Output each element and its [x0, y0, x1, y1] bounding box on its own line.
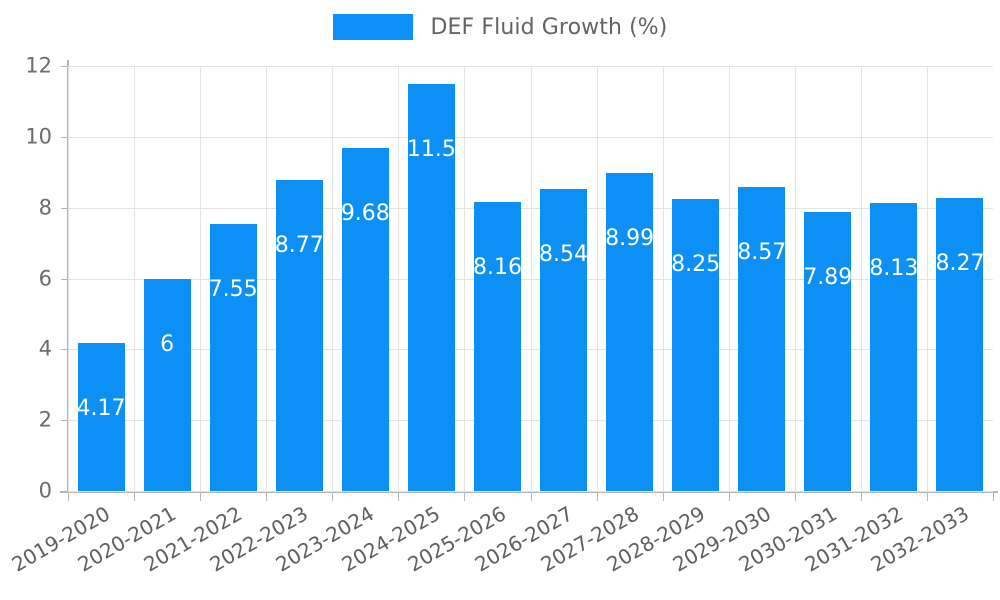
- gridline-vertical: [266, 66, 267, 491]
- y-axis-tick-label: 12: [25, 53, 52, 78]
- bar-value-label: 8.25: [671, 251, 721, 277]
- gridline-vertical: [398, 66, 399, 491]
- bar[interactable]: [341, 148, 389, 491]
- bar-value-label: 9.68: [340, 201, 390, 227]
- gridline-vertical: [663, 66, 664, 491]
- bar[interactable]: [473, 202, 521, 491]
- bar[interactable]: [738, 187, 786, 491]
- bar[interactable]: [540, 188, 588, 491]
- gridline-horizontal: [68, 420, 993, 422]
- bar[interactable]: [804, 211, 852, 491]
- bar[interactable]: [209, 223, 257, 491]
- bar-value-label: 6: [160, 331, 175, 357]
- x-axis-tick-mark: [134, 493, 135, 501]
- x-axis-tick-mark: [266, 493, 267, 501]
- y-axis-tick-label: 2: [38, 407, 52, 432]
- bar[interactable]: [407, 83, 455, 491]
- x-axis-tick-mark: [861, 493, 862, 501]
- bar-value-label: 7.89: [803, 264, 853, 290]
- gridline-vertical: [531, 66, 532, 491]
- x-axis-tick-mark: [729, 493, 730, 501]
- gridline-horizontal: [68, 349, 993, 351]
- bar-value-label: 8.13: [869, 256, 919, 282]
- gridline-vertical: [795, 66, 796, 491]
- bar-value-label: 11.5: [406, 136, 456, 162]
- bar-value-label: 8.54: [539, 241, 589, 267]
- x-axis-tick-mark: [200, 493, 201, 501]
- gridline-horizontal: [68, 136, 993, 138]
- legend-label-def-fluid-growth: DEF Fluid Growth (%): [430, 14, 668, 40]
- bar[interactable]: [672, 198, 720, 491]
- bar-value-label: 8.99: [605, 225, 655, 251]
- x-axis-tick-mark: [597, 493, 598, 501]
- x-axis-tick-mark: [398, 493, 399, 501]
- x-axis-tick-mark: [68, 493, 69, 501]
- bar[interactable]: [275, 180, 323, 491]
- y-axis-tick-label: 4: [38, 336, 52, 361]
- x-axis-tick-mark: [663, 493, 664, 501]
- bar[interactable]: [606, 172, 654, 491]
- gridline-horizontal: [68, 66, 993, 67]
- bar[interactable]: [77, 343, 125, 491]
- x-axis-tick-mark: [795, 493, 796, 501]
- gridline-vertical: [200, 66, 201, 491]
- gridline-vertical: [597, 66, 598, 491]
- bar-value-label: 7.55: [208, 276, 258, 302]
- y-axis-tick-mark: [61, 136, 68, 138]
- plot-area: 4.17 6 7.55 8.77 9.68 11.5 8.16 8.54 8.99 8.25 8.5…: [68, 66, 993, 492]
- chart-legend: DEF Fluid Growth (%): [0, 14, 1000, 40]
- x-axis-tick-mark: [332, 493, 333, 501]
- x-axis-tick-mark: [927, 493, 928, 501]
- bar[interactable]: [936, 198, 984, 491]
- gridline-horizontal: [68, 278, 993, 280]
- x-axis-tick-mark: [531, 493, 532, 501]
- y-axis-tick-mark: [61, 278, 68, 280]
- bar-value-label: 8.77: [274, 233, 324, 259]
- gridline-vertical: [464, 66, 465, 491]
- legend-swatch-def-fluid-growth: [332, 14, 413, 40]
- y-axis-tick-mark: [61, 420, 68, 422]
- gridline-vertical: [68, 66, 69, 491]
- gridline-horizontal: [68, 207, 993, 209]
- x-axis-tick-mark: [464, 493, 465, 501]
- gridline-vertical: [332, 66, 333, 491]
- bar[interactable]: [870, 203, 918, 491]
- y-axis-tick-label: 6: [38, 266, 52, 290]
- gridline-vertical: [927, 66, 928, 491]
- gridline-vertical: [729, 66, 730, 491]
- gridline-vertical: [134, 66, 135, 491]
- bar-value-label: 8.16: [472, 255, 522, 280]
- bar-value-label: 4.17: [76, 396, 126, 422]
- x-axis-tick-mark: [993, 493, 994, 501]
- bar[interactable]: [143, 278, 191, 491]
- y-axis-tick-mark: [61, 349, 68, 351]
- y-axis-tick-mark: [61, 66, 68, 67]
- y-axis-tick-label: 10: [25, 124, 52, 149]
- x-axis-line: [60, 491, 998, 493]
- y-axis-tick-label: 0: [38, 478, 52, 503]
- y-axis-tick-label: 8: [38, 195, 52, 220]
- gridline-horizontal: [68, 491, 993, 492]
- gridline-vertical: [861, 66, 862, 491]
- y-axis-tick-mark: [61, 207, 68, 209]
- bar-value-label: 8.57: [737, 240, 787, 266]
- y-axis-tick-mark: [61, 491, 68, 492]
- bar-value-label: 8.27: [935, 251, 985, 277]
